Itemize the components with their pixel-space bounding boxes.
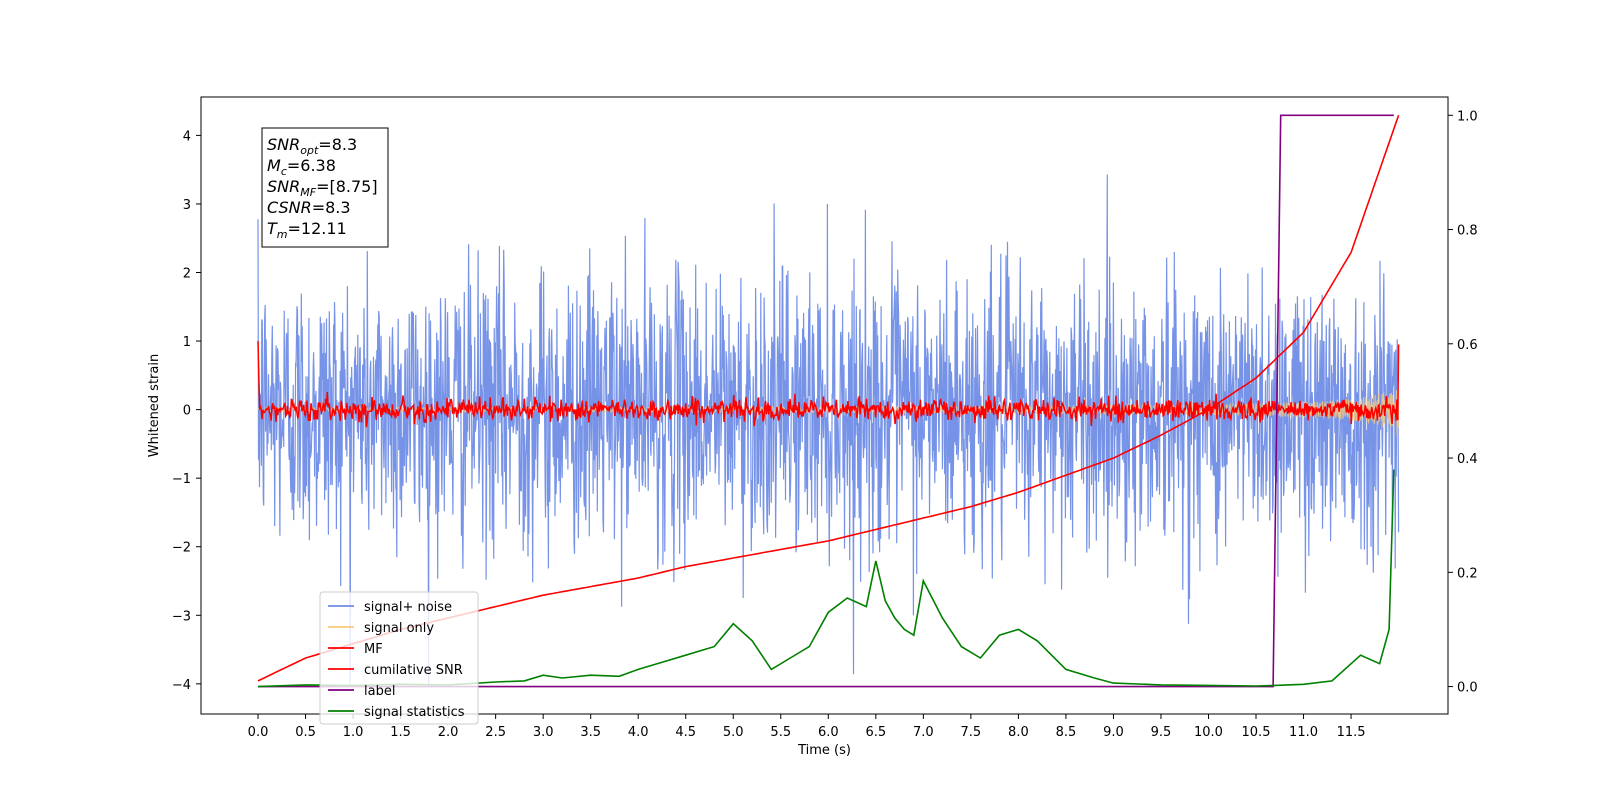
x-tick-label: 0.5	[295, 725, 316, 740]
legend-frame	[319, 591, 479, 725]
legend-entry: signal statistics	[364, 705, 465, 720]
x-tick-label: 3.0	[533, 725, 554, 740]
x-tick-label: 11.5	[1337, 725, 1366, 740]
y-tick-label-left: 3	[183, 198, 191, 213]
y-axis-right: 1.0 0.8 0.6 0.4 0.2 0.0	[1448, 109, 1478, 696]
y-tick-label-right: 0.0	[1457, 681, 1478, 696]
y-axis-label: Whitened strain	[147, 354, 162, 457]
y-tick-label-right: 0.4	[1457, 452, 1478, 467]
info-line: Tm=12.11	[267, 219, 347, 241]
x-tick-label: 4.5	[675, 725, 696, 740]
x-axis: 0.0 0.5 1.0 1.5 2.0 2.5 3.0 3.5 4.0 4.5 5.0 5.5 6.0 6…	[248, 714, 1366, 740]
legend-entry: cumilative SNR	[364, 663, 463, 678]
x-tick-label: 1.0	[343, 725, 364, 740]
x-tick-label: 1.5	[390, 725, 411, 740]
y-tick-label-left: 2	[183, 267, 191, 282]
y-tick-label-right: 0.6	[1457, 338, 1478, 353]
x-tick-label: 3.5	[580, 725, 601, 740]
info-line: Mc=6.38	[267, 156, 336, 178]
x-tick-label: 9.0	[1103, 725, 1124, 740]
x-tick-label: 7.0	[913, 725, 934, 740]
x-tick-label: 9.5	[1151, 725, 1172, 740]
y-axis-left: 4 3 2 1 0 −1 −2 −3 −4	[172, 129, 201, 693]
info-line: SNRMF=[8.75]	[267, 177, 378, 199]
legend-entry: MF	[364, 642, 383, 657]
x-tick-label: 5.0	[723, 725, 744, 740]
y-tick-label-right: 0.8	[1457, 224, 1478, 239]
x-tick-label: 7.5	[961, 725, 982, 740]
info-line: SNRopt=8.3	[267, 135, 357, 157]
x-tick-label: 4.0	[628, 725, 649, 740]
y-tick-label-left: −1	[172, 472, 191, 487]
info-box-frame	[261, 127, 389, 248]
legend: signal+ noise signal only MF cumilative SNR…	[319, 591, 479, 725]
y-tick-label-left: 1	[183, 335, 191, 350]
x-tick-label: 5.5	[770, 725, 791, 740]
x-axis-label: Time (s)	[797, 743, 851, 758]
x-tick-label: 2.5	[485, 725, 506, 740]
y-tick-label-right: 1.0	[1457, 109, 1478, 124]
info-line: CSNR=8.3	[267, 198, 351, 217]
x-tick-label: 0.0	[248, 725, 269, 740]
series-label	[258, 114, 1394, 688]
x-tick-label: 2.0	[438, 725, 459, 740]
x-tick-label: 8.5	[1056, 725, 1077, 740]
series-signal-noise	[257, 174, 1400, 684]
plot-frame	[200, 96, 1449, 715]
x-tick-label: 11.0	[1289, 725, 1318, 740]
legend-entry: signal+ noise	[364, 600, 452, 615]
y-tick-label-left: −4	[172, 678, 191, 693]
y-tick-label-right: 0.2	[1457, 566, 1478, 581]
y-tick-label-left: −2	[172, 541, 191, 556]
y-tick-label-left: −3	[172, 609, 191, 624]
x-tick-label: 6.0	[818, 725, 839, 740]
x-tick-label: 10.0	[1194, 725, 1223, 740]
legend-entry: label	[364, 684, 395, 699]
x-tick-label: 8.0	[1008, 725, 1029, 740]
legend-entry: signal only	[364, 621, 434, 636]
x-tick-label: 6.5	[865, 725, 886, 740]
x-tick-label: 10.5	[1242, 725, 1271, 740]
series-signal-statistics	[257, 469, 1395, 688]
y-tick-label-left: 4	[183, 129, 191, 144]
y-tick-label-left: 0	[183, 404, 191, 419]
